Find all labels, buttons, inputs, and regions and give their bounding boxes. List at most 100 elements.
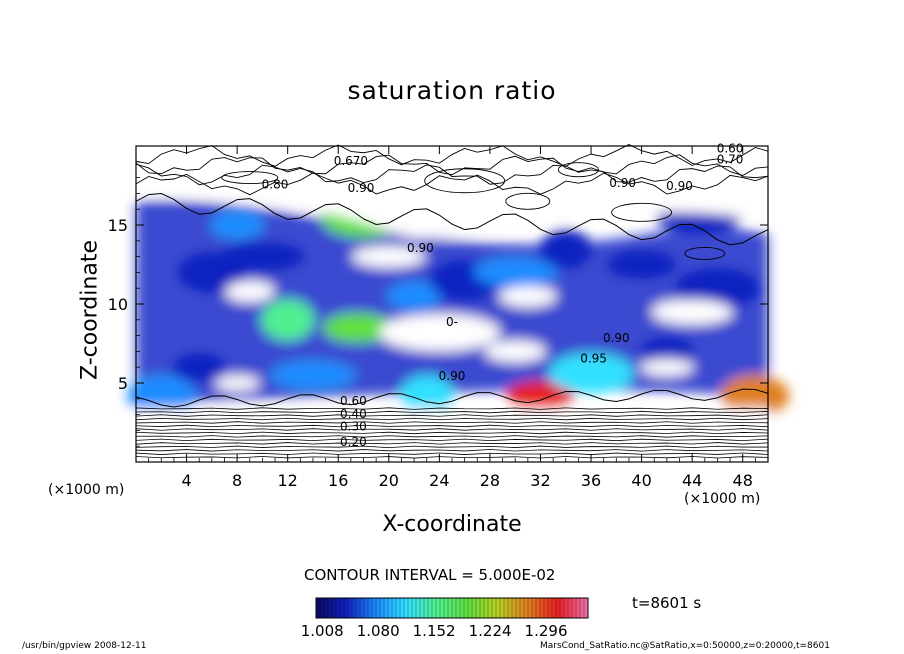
contour-ring xyxy=(557,162,599,178)
contour-label: 0.70 xyxy=(717,152,744,166)
contour-label: 0.90 xyxy=(609,176,636,190)
x-tick-label: 8 xyxy=(232,471,242,490)
contour-lines xyxy=(135,144,769,459)
colorbar-tick-label: 1.008 xyxy=(301,622,344,640)
x-unit-label-left: (×1000 m) xyxy=(48,482,125,498)
x-tick-label: 16 xyxy=(328,471,348,490)
saturation-region xyxy=(640,337,693,366)
y-axis: 5 10 15 xyxy=(108,161,768,447)
contour-ring xyxy=(684,246,726,260)
footer-command: /usr/bin/gpview 2008-12-11 xyxy=(22,641,147,651)
contour-line xyxy=(135,442,769,445)
contour-label: 0.30 xyxy=(340,419,367,433)
x-tick-label: 20 xyxy=(379,471,399,490)
x-tick-label: 28 xyxy=(480,471,500,490)
subsaturated-patch xyxy=(499,286,556,307)
y-tick-label: 5 xyxy=(118,374,128,393)
subsaturated-patch xyxy=(215,376,260,390)
contour-line xyxy=(135,172,769,196)
contour-line xyxy=(135,438,769,442)
x-tick-label: 48 xyxy=(733,471,753,490)
x-unit-label-right: (×1000 m) xyxy=(684,491,761,507)
contour-label: 0.90 xyxy=(348,181,375,195)
contour-label: 0- xyxy=(446,315,458,329)
x-tick-label: 36 xyxy=(581,471,601,490)
saturation-region xyxy=(506,381,575,410)
saturation-region xyxy=(270,361,355,390)
saturation-region xyxy=(220,242,305,271)
contour-label: 0.90 xyxy=(407,241,434,255)
saturation-region xyxy=(607,250,676,279)
contour-label: 0.60 xyxy=(717,141,744,155)
contour-line xyxy=(135,452,769,455)
saturation-region xyxy=(388,282,441,311)
contour-line xyxy=(135,445,769,449)
contour-line xyxy=(135,193,769,246)
contour-line xyxy=(135,421,769,424)
x-tick-label: 24 xyxy=(429,471,449,490)
saturation-region xyxy=(721,375,790,416)
contour-label: 0.60 xyxy=(340,394,367,408)
subsaturated-patch xyxy=(485,341,546,362)
contour-line xyxy=(135,388,769,408)
chart-title: saturation ratio xyxy=(347,76,557,105)
x-tick-label: 32 xyxy=(530,471,550,490)
x-tick-label: 44 xyxy=(682,471,702,490)
contour-line xyxy=(135,424,769,428)
contour-label: 0.90 xyxy=(603,331,630,345)
saturation-field xyxy=(127,146,790,462)
saturation-region xyxy=(127,375,196,416)
contour-label: 0.20 xyxy=(340,435,367,449)
saturation-region xyxy=(173,353,226,382)
contour-label: 0.95 xyxy=(580,351,607,365)
contour-line xyxy=(135,154,769,176)
x-tick-label: 4 xyxy=(181,471,191,490)
y-tick-label: 10 xyxy=(108,295,128,314)
subsaturated-patch xyxy=(225,281,274,302)
subsaturated-patch xyxy=(379,314,500,351)
contour-ring xyxy=(424,168,506,194)
x-tick-label: 40 xyxy=(631,471,651,490)
saturation-region xyxy=(261,299,314,340)
contour-label: 0.40 xyxy=(340,407,367,421)
saturation-region xyxy=(473,258,558,287)
contour-line xyxy=(135,163,769,186)
contour-line xyxy=(135,417,769,421)
subsaturated-patch xyxy=(640,359,693,376)
contour-ring xyxy=(221,171,279,185)
contour-line xyxy=(135,431,769,435)
saturation-region xyxy=(400,375,453,416)
saturation-region xyxy=(539,228,592,269)
colorbar-tick-label: 1.080 xyxy=(357,622,400,640)
contour-label: 0.670 xyxy=(334,154,368,168)
contour-line xyxy=(135,435,769,438)
saturation-region xyxy=(549,353,634,394)
contour-ring xyxy=(505,192,551,210)
contour-line xyxy=(135,407,769,410)
y-tick-label: 15 xyxy=(108,216,128,235)
contour-line xyxy=(135,414,769,417)
stable-lower-layer xyxy=(136,408,768,462)
subsaturated-patch xyxy=(352,246,425,267)
colorbar-frame xyxy=(315,597,589,619)
contour-line xyxy=(135,428,769,431)
x-tick-label: 12 xyxy=(278,471,298,490)
time-label: t=8601 s xyxy=(632,594,702,612)
colorbar-tick-label: 1.296 xyxy=(525,622,568,640)
saturation-region xyxy=(323,313,392,342)
contour-label: 0.90 xyxy=(439,369,466,383)
contour-line xyxy=(135,410,769,414)
x-axis: 4 8 12 16 20 24 28 32 36 40 44 48 xyxy=(148,146,756,490)
x-axis-label: X-coordinate xyxy=(382,512,522,537)
contour-line xyxy=(135,144,769,167)
y-axis-label: Z-coordinate xyxy=(77,240,103,380)
saturation-region xyxy=(675,268,760,309)
contour-interval-text: CONTOUR INTERVAL = 5.000E-02 xyxy=(304,566,556,584)
contour-line xyxy=(135,449,769,452)
colorbar: 1.008 1.080 1.152 1.224 1.296 xyxy=(301,597,589,640)
colorbar-tick-label: 1.152 xyxy=(413,622,456,640)
contour-label: 0.80 xyxy=(262,178,289,192)
colorbar-tick-label: 1.224 xyxy=(469,622,512,640)
